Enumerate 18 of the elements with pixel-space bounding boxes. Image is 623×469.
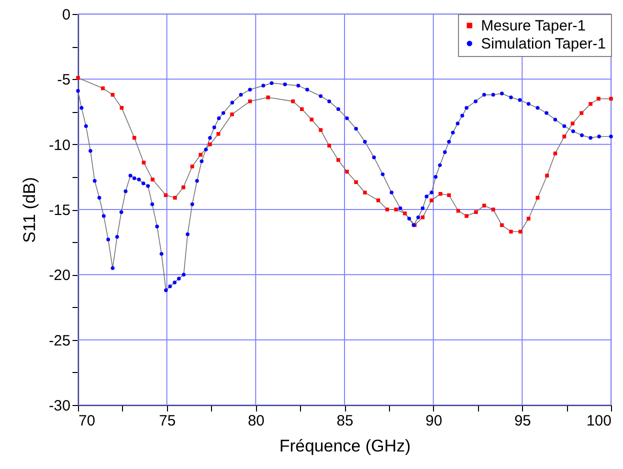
x-tick-label: 100 xyxy=(586,412,612,430)
y-tick-label: -20 xyxy=(48,267,70,284)
y-tick-label: -10 xyxy=(48,136,70,154)
x-tick-label: 80 xyxy=(248,412,265,430)
y-axis-title: S11 (dB) xyxy=(20,177,39,243)
x-tick-label: 70 xyxy=(78,412,96,430)
y-tick-label: -15 xyxy=(48,202,70,219)
x-tick-label: 95 xyxy=(514,412,532,430)
x-axis-title: Fréquence (GHz) xyxy=(279,436,411,456)
legend-label: Simulation Taper-1 xyxy=(481,36,606,52)
x-tick-label: 90 xyxy=(425,412,442,430)
x-tick-label: 85 xyxy=(336,412,354,430)
x-tick-label: 75 xyxy=(158,412,176,430)
y-tick-label: -30 xyxy=(48,398,70,414)
y-tick-label: -5 xyxy=(57,72,70,89)
y-tick-label: 0 xyxy=(62,6,70,24)
legend-label: Mesure Taper-1 xyxy=(481,18,586,34)
y-tick-label: -25 xyxy=(48,332,70,350)
